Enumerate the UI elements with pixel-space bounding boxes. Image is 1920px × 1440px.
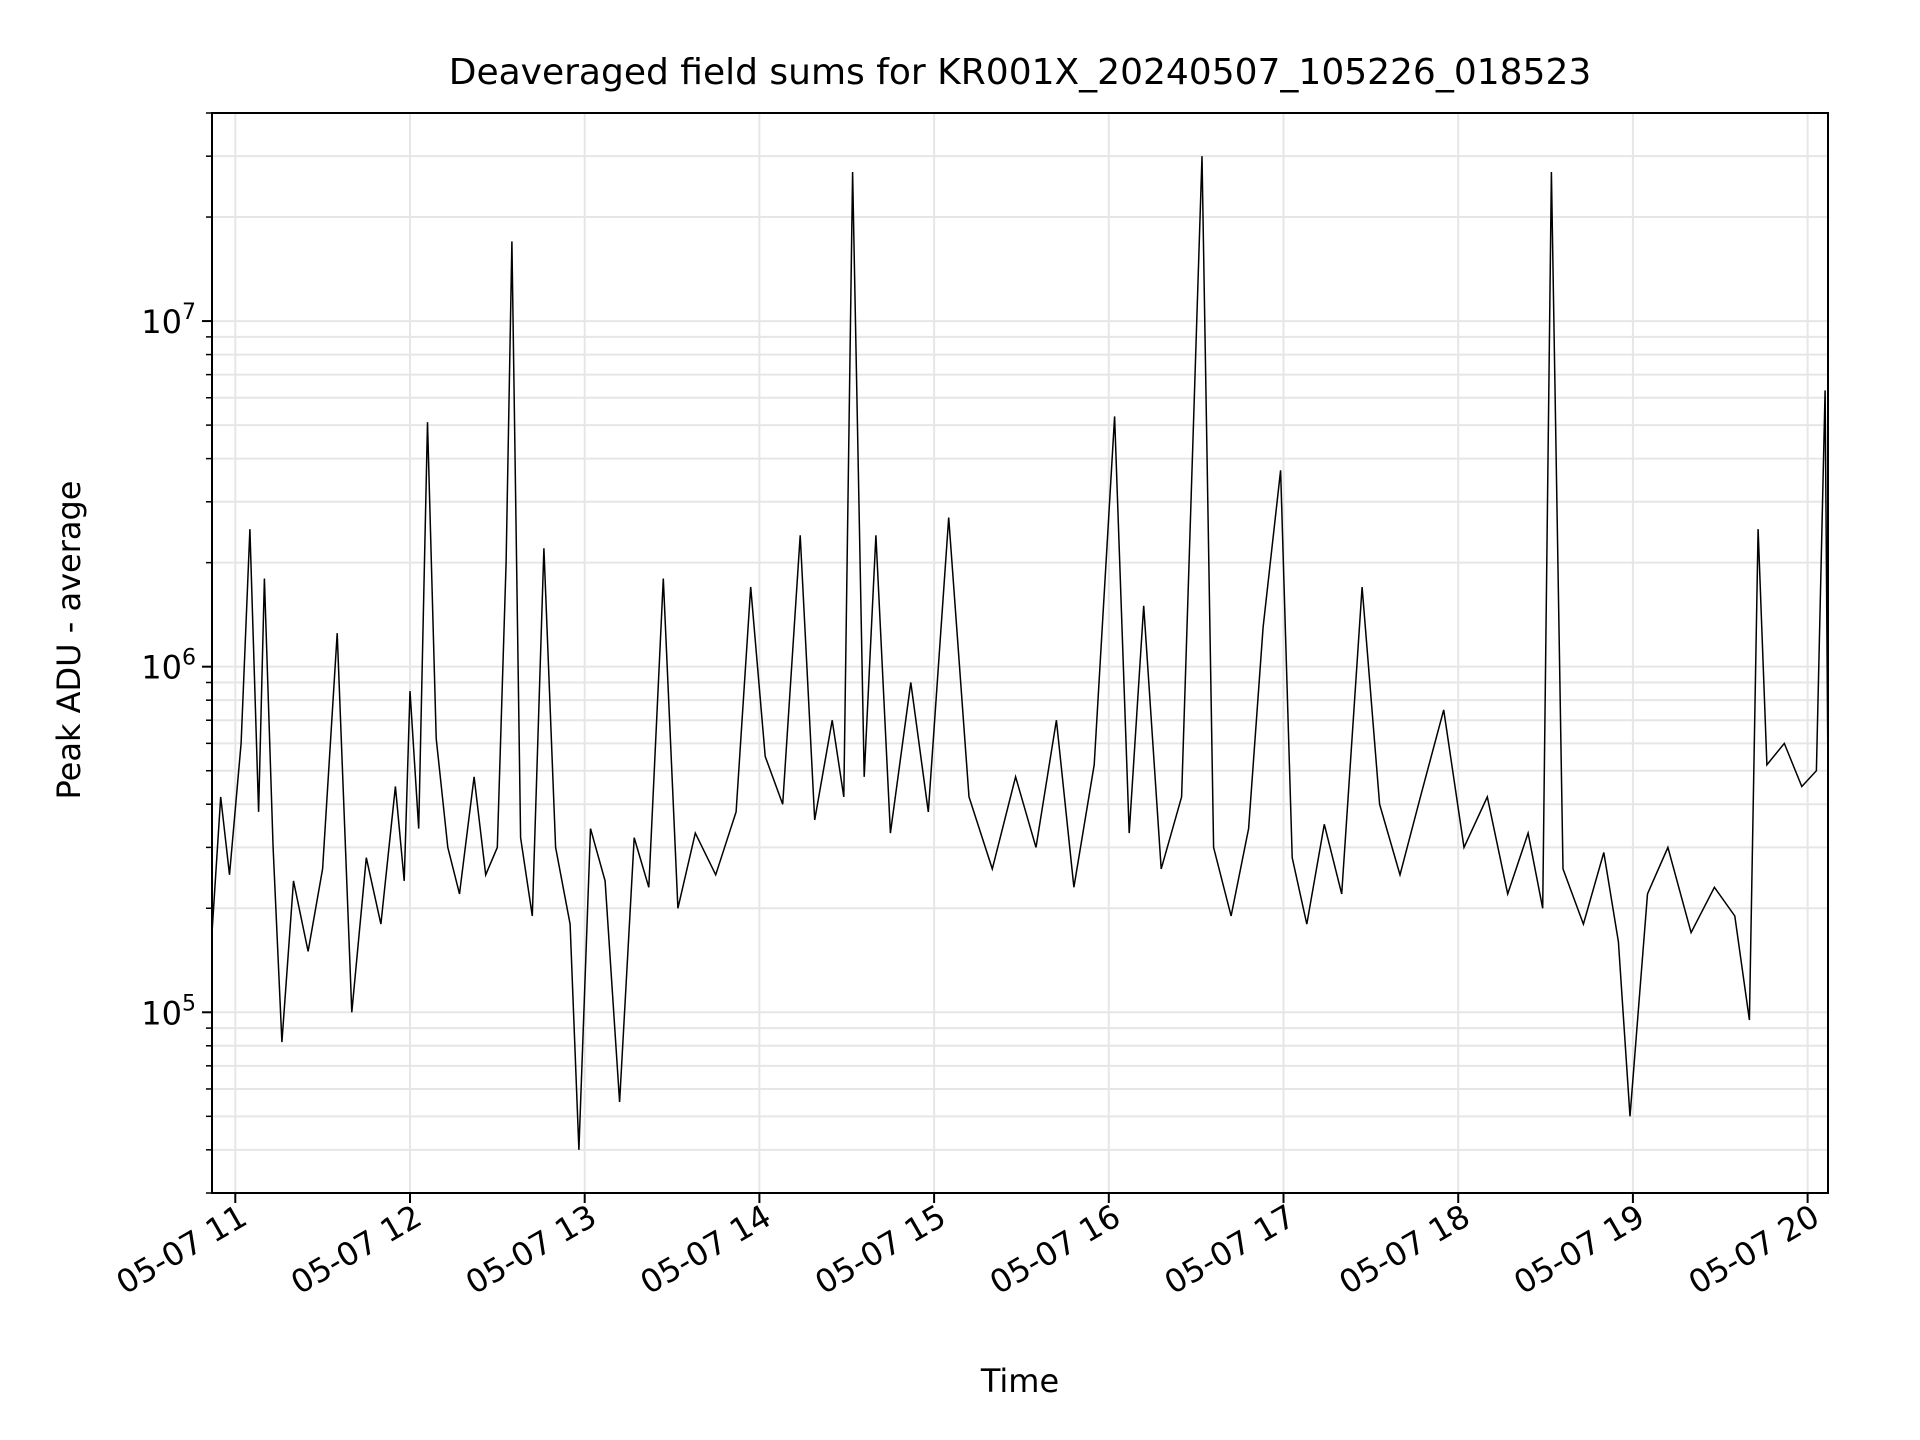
x-tick-label: 05-07 15 — [809, 1197, 953, 1302]
x-tick-label: 05-07 18 — [1333, 1197, 1477, 1302]
x-axis-label: Time — [980, 1362, 1059, 1400]
x-tick-label: 05-07 13 — [459, 1197, 603, 1302]
y-axis-label: Peak ADU - average — [50, 481, 88, 800]
x-tick-label: 05-07 12 — [284, 1197, 428, 1302]
axis-ticks: 105 106 107 05-07 11 05-07 12 05-07 13 05-07 1… — [110, 112, 1826, 1302]
data-series — [211, 156, 1829, 1150]
x-tick-label: 05-07 11 — [110, 1197, 254, 1302]
x-tick-label: 05-07 20 — [1682, 1197, 1826, 1302]
x-tick-label: 05-07 19 — [1507, 1197, 1651, 1302]
x-tick-label: 05-07 16 — [983, 1197, 1127, 1302]
series-line — [211, 156, 1829, 1150]
x-tick-label: 05-07 17 — [1158, 1197, 1302, 1302]
plot-frame — [211, 112, 1829, 1194]
y-tick-label: 107 — [141, 300, 196, 341]
x-tick-label: 05-07 14 — [634, 1197, 778, 1302]
chart-title: Deaveraged field sums for KR001X_2024050… — [449, 52, 1592, 93]
y-tick-label: 105 — [141, 991, 196, 1032]
grid — [212, 112, 1828, 1194]
y-tick-label: 106 — [141, 646, 196, 687]
